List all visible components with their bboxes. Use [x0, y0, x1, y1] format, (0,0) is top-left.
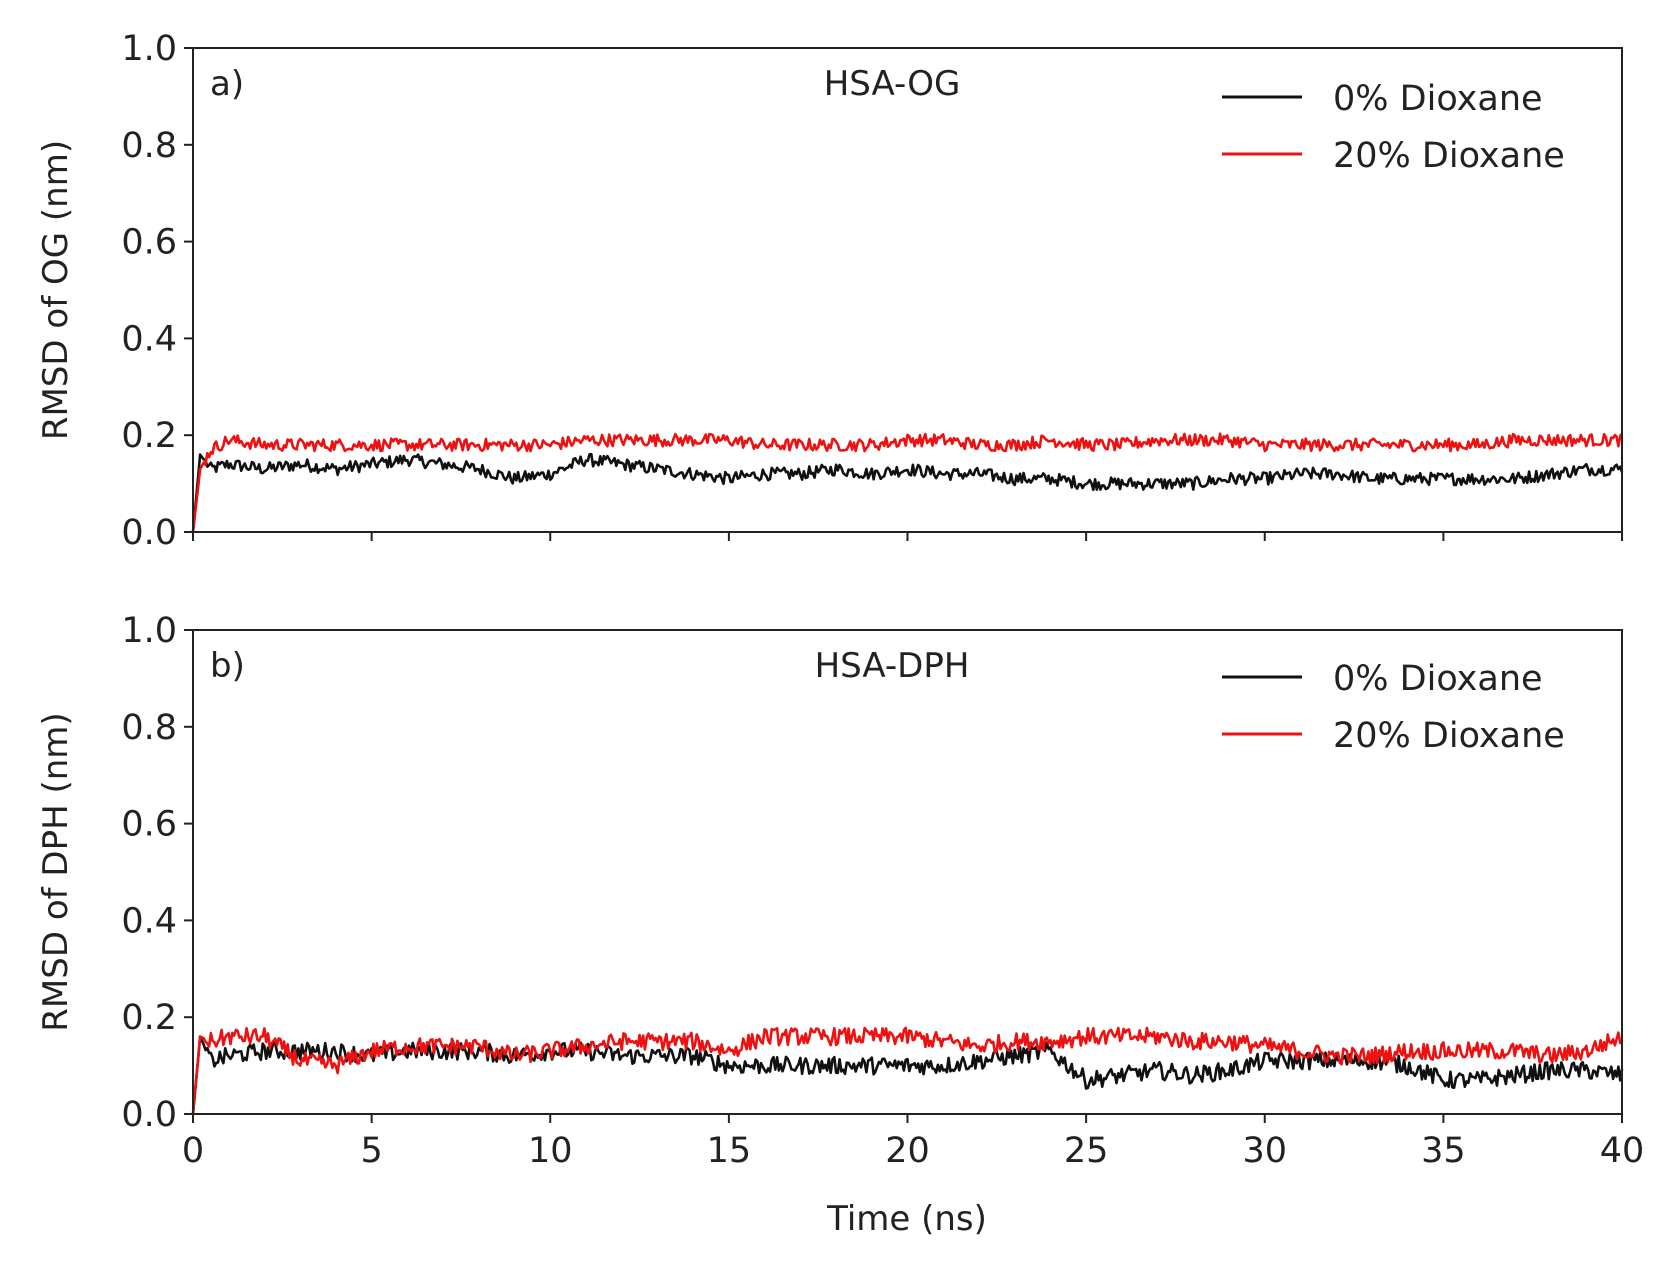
- panel-b-ytick-label-5: 1.0: [121, 611, 177, 651]
- panel-b-series-20pct-dioxane: [191, 1026, 1623, 1115]
- panel-b-x-ticks: 0 5 10 15 20 25 30 35 40: [182, 1114, 1644, 1171]
- panel-b-xtick-label-8: 40: [1600, 1131, 1645, 1171]
- panel-b-x-axis-label: Time (ns): [826, 1199, 987, 1239]
- panel-a-ytick-label-3: 0.6: [121, 223, 177, 263]
- panel-a-series-0pct-dioxane: [191, 452, 1624, 533]
- panel-a-legend: 0% Dioxane 20% Dioxane: [1222, 79, 1565, 176]
- panel-a-ytick-label-2: 0.4: [121, 319, 177, 359]
- panel-a-plot-area: [191, 432, 1624, 533]
- legend-label-0pct: 0% Dioxane: [1333, 659, 1543, 699]
- panel-b-xtick-label-4: 20: [885, 1131, 930, 1171]
- panel-a-series-20pct-dioxane: [191, 432, 1623, 533]
- legend-label-20pct: 20% Dioxane: [1333, 716, 1565, 756]
- panel-a-y-ticks: 0.0 0.2 0.4 0.6 0.8 1.0: [121, 29, 193, 553]
- panel-b-xtick-label-2: 10: [528, 1131, 573, 1171]
- panel-a-title: HSA-OG: [824, 64, 961, 104]
- legend-label-20pct: 20% Dioxane: [1333, 136, 1565, 176]
- panel-a-label: a): [210, 64, 244, 104]
- panel-b-ytick-label-2: 0.4: [121, 901, 177, 941]
- panel-a-ytick-label-1: 0.2: [121, 416, 177, 456]
- panel-b-ytick-label-0: 0.0: [121, 1095, 177, 1135]
- legend-label-0pct: 0% Dioxane: [1333, 79, 1543, 119]
- panel-b-plot-area: [191, 1026, 1624, 1115]
- panel-b-title: HSA-DPH: [815, 646, 970, 686]
- panel-b: 0.0 0.2 0.4 0.6 0.8 1.0 0 5 10 15 20 25 30 35 40 b) H…: [36, 611, 1644, 1239]
- panel-b-label: b): [210, 646, 245, 686]
- panel-b-xtick-label-5: 25: [1064, 1131, 1109, 1171]
- panel-a-ytick-label-0: 0.0: [121, 513, 177, 553]
- panel-b-ytick-label-4: 0.8: [121, 708, 177, 748]
- panel-b-y-ticks: 0.0 0.2 0.4 0.6 0.8 1.0: [121, 611, 193, 1135]
- panel-b-xtick-label-3: 15: [707, 1131, 752, 1171]
- panel-b-legend: 0% Dioxane 20% Dioxane: [1222, 659, 1565, 756]
- panel-a-y-axis-label: RMSD of OG (nm): [36, 140, 76, 440]
- panel-a-ytick-label-5: 1.0: [121, 29, 177, 69]
- panel-b-y-axis-label: RMSD of DPH (nm): [36, 712, 76, 1031]
- panel-a-ytick-label-4: 0.8: [121, 126, 177, 166]
- panel-b-ytick-label-3: 0.6: [121, 805, 177, 845]
- panel-b-xtick-label-0: 0: [182, 1131, 204, 1171]
- panel-b-xtick-label-7: 35: [1421, 1131, 1466, 1171]
- panel-b-xtick-label-1: 5: [360, 1131, 382, 1171]
- panel-a-x-ticks: [192, 532, 1623, 541]
- panel-b-xtick-label-6: 30: [1242, 1131, 1287, 1171]
- panel-b-ytick-label-1: 0.2: [121, 998, 177, 1038]
- panel-a: 0.0 0.2 0.4 0.6 0.8 1.0 a) HSA-OG RMSD of OG …: [36, 29, 1624, 553]
